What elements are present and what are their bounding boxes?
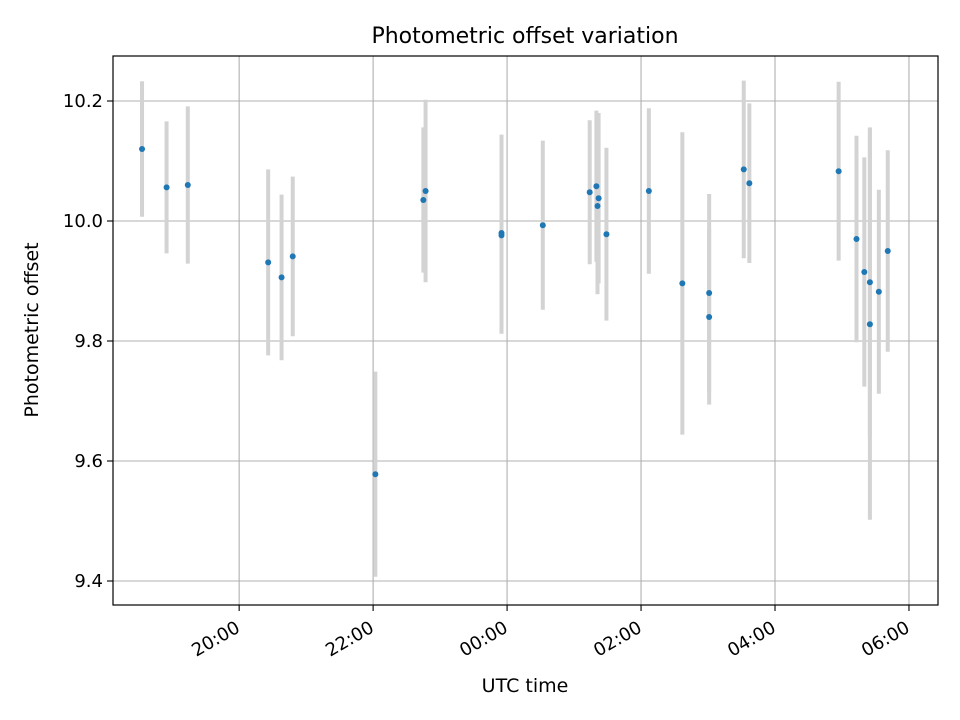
data-point	[835, 168, 842, 175]
data-point	[875, 288, 882, 295]
data-point	[645, 188, 652, 194]
y-tick-label: 9.6	[74, 451, 103, 472]
data-points	[139, 146, 891, 478]
data-point	[289, 253, 296, 260]
data-point	[740, 166, 747, 173]
data-point	[539, 222, 546, 229]
data-point	[184, 182, 191, 188]
data-point	[163, 184, 170, 191]
data-point	[420, 197, 427, 203]
data-point	[139, 146, 146, 152]
data-point	[853, 236, 860, 242]
y-axis-ticks: 9.4 9.6 9.8 10.0 10.2	[63, 91, 113, 592]
data-point	[422, 188, 429, 194]
data-point	[586, 189, 593, 196]
data-point	[595, 195, 602, 202]
data-point	[594, 203, 601, 209]
data-point	[593, 183, 600, 190]
data-point	[884, 248, 891, 254]
y-tick-label: 10.0	[63, 211, 103, 232]
data-point	[372, 471, 379, 478]
data-point	[746, 180, 753, 187]
data-point	[861, 269, 868, 275]
y-tick-label: 9.8	[74, 331, 103, 352]
data-point	[706, 314, 713, 320]
data-point	[679, 280, 686, 287]
data-point	[498, 232, 505, 239]
data-point	[603, 231, 610, 238]
data-point	[706, 290, 713, 296]
x-axis-label: UTC time	[482, 675, 569, 697]
chart-title: Photometric offset variation	[371, 24, 678, 49]
y-axis-label: Photometric offset	[21, 242, 43, 417]
data-point	[265, 259, 272, 266]
data-point	[866, 321, 873, 328]
data-point	[278, 274, 285, 281]
data-point	[866, 279, 873, 286]
grid	[113, 56, 938, 605]
plot-frame	[112, 55, 939, 606]
y-tick-label: 9.4	[74, 571, 103, 592]
y-tick-label: 10.2	[63, 91, 103, 112]
